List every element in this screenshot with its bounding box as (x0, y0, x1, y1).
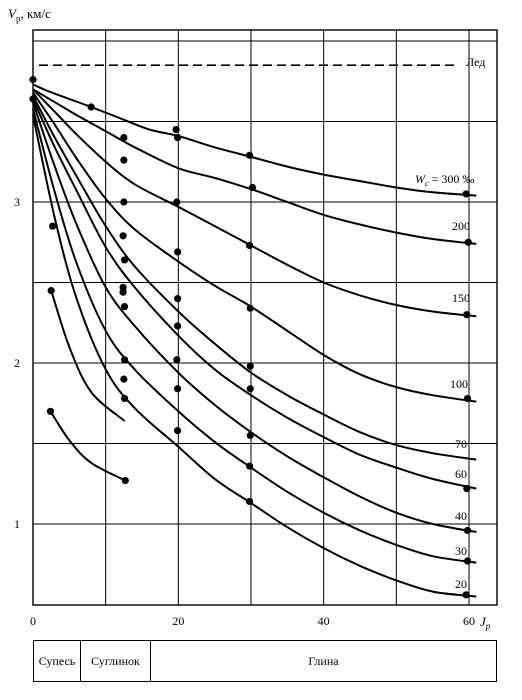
data-point (463, 394, 472, 403)
data-point (245, 241, 254, 250)
data-point (173, 356, 181, 364)
data-point (172, 125, 180, 134)
data-point (462, 190, 470, 198)
series-label: 30 (455, 544, 467, 558)
series-curve-5 (32, 98, 477, 490)
data-point (120, 156, 128, 164)
series-curve-3 (32, 91, 477, 403)
series-label: Wc = 300 ‰ (415, 172, 474, 188)
data-point (246, 431, 254, 440)
data-point (174, 248, 182, 256)
x-tick-label: 40 (318, 614, 330, 628)
data-point (119, 232, 127, 240)
data-point (246, 304, 254, 312)
series-label: 70 (455, 437, 467, 451)
data-point (120, 356, 129, 364)
data-point (120, 394, 129, 403)
points-layer (29, 76, 472, 599)
y-tick-label: 1 (14, 517, 20, 531)
data-point (120, 256, 129, 264)
data-point (246, 385, 254, 393)
data-point (174, 385, 182, 393)
series-curve-0 (32, 83, 477, 197)
series-label: 150 (452, 291, 470, 305)
data-point (245, 497, 254, 506)
series-curve-9 (50, 290, 126, 422)
data-point (463, 484, 471, 493)
series-label: 200 (452, 219, 470, 233)
data-point (47, 286, 55, 295)
data-point (246, 362, 254, 370)
series-curve-2 (32, 88, 477, 318)
data-point (87, 103, 95, 111)
soil-cell-clay: Глина (308, 653, 339, 668)
series-label: 100 (450, 377, 468, 391)
data-point (29, 95, 37, 103)
plot-frame (32, 29, 498, 606)
data-point (120, 303, 129, 311)
data-point (120, 375, 128, 383)
series-curve-1 (32, 88, 477, 245)
grid-lines (32, 29, 498, 606)
data-point (121, 476, 129, 485)
series-curve-4 (32, 95, 477, 461)
series-curve-7 (32, 108, 477, 564)
data-point (245, 151, 254, 159)
y-tick-label: 2 (14, 356, 20, 370)
series-label: 20 (455, 577, 467, 591)
data-point (462, 591, 470, 599)
y-axis-label-sub: p (15, 13, 21, 24)
data-point (248, 183, 257, 192)
y-axis-label: Vp, км/с (8, 6, 51, 24)
data-point (174, 322, 182, 330)
data-point (174, 134, 182, 142)
data-point (245, 462, 254, 470)
y-axis-label-main: V (8, 6, 16, 21)
data-point (174, 295, 182, 303)
data-point (120, 198, 128, 206)
tick-labels-layer: 0 20 40 60 1 2 3 Jp (14, 195, 491, 631)
x-axis-label: Jp (480, 614, 491, 631)
x-tick-label: 20 (172, 614, 184, 628)
y-axis-label-unit: , км/с (20, 6, 51, 21)
data-point (46, 407, 55, 415)
data-point (463, 526, 472, 535)
data-point (463, 311, 471, 319)
data-point (29, 76, 37, 84)
series-label: 40 (455, 509, 467, 523)
soil-cell-sandy-loam: Супесь (34, 641, 81, 681)
series-curve-10 (49, 410, 126, 482)
y-tick-label: 3 (14, 195, 20, 209)
data-point (49, 222, 57, 230)
soil-cell-loam: Суглинок (81, 641, 151, 681)
series-curve-6 (32, 101, 477, 533)
soil-type-strip: Супесь Суглинок Глина (33, 640, 497, 682)
series-label: 60 (455, 467, 467, 481)
x-tick-label: 60 (463, 614, 475, 628)
ice-label: Лед (466, 55, 485, 69)
x-tick-label: 0 (30, 614, 36, 628)
series-curve-8 (32, 114, 477, 598)
data-point (464, 238, 472, 246)
data-point (119, 288, 127, 296)
data-point (173, 198, 181, 206)
data-point (463, 557, 472, 565)
curves-layer (32, 83, 477, 598)
labels-layer: Wc = 300 ‰ 200 150 100 70 60 40 30 20 Лед (415, 55, 485, 591)
data-point (174, 427, 182, 435)
data-point (120, 134, 128, 142)
chart-svg: Wc = 300 ‰ 200 150 100 70 60 40 30 20 Лед 0 20 40 60… (14, 29, 498, 631)
